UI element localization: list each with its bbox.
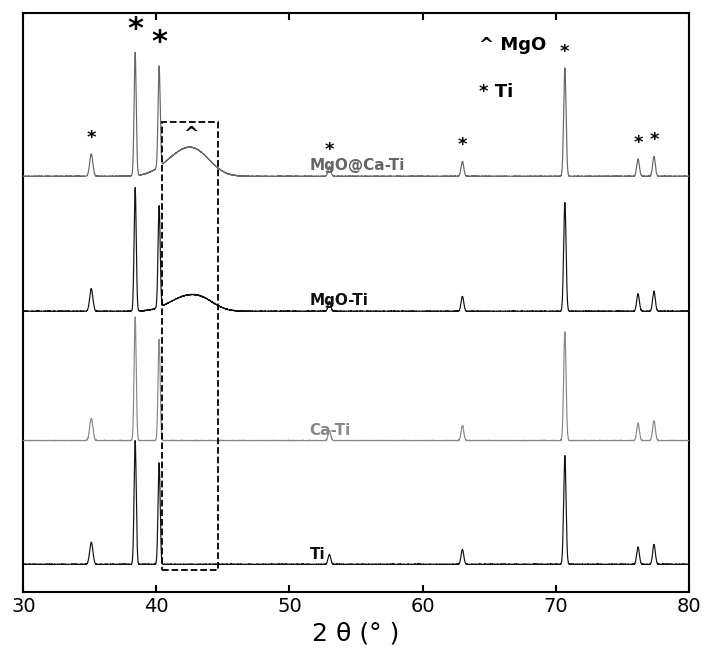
Text: *: *: [87, 129, 96, 147]
Text: *: *: [325, 141, 334, 159]
Text: Ca-Ti: Ca-Ti: [310, 423, 351, 438]
Text: *: *: [560, 43, 570, 60]
Text: ^: ^: [184, 125, 199, 143]
Text: *: *: [458, 137, 467, 154]
Text: *: *: [151, 28, 167, 57]
Text: MgO-Ti: MgO-Ti: [310, 294, 368, 308]
Text: *: *: [127, 15, 143, 44]
Text: MgO@Ca-Ti: MgO@Ca-Ti: [310, 158, 405, 173]
Bar: [162, 122, 218, 570]
Text: *: *: [649, 131, 659, 149]
Text: *: *: [633, 134, 643, 152]
X-axis label: 2 θ (° ): 2 θ (° ): [313, 622, 399, 646]
Text: * Ti: * Ti: [479, 83, 513, 101]
Text: ^ MgO: ^ MgO: [479, 36, 546, 55]
Text: Ti: Ti: [310, 547, 325, 562]
